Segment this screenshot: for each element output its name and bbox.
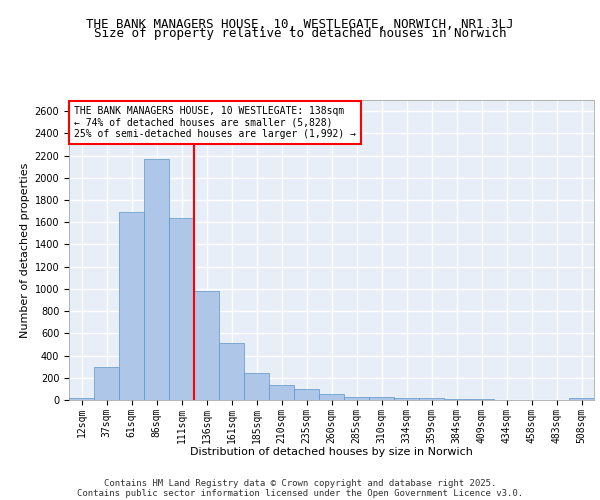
Bar (319, 394, 344, 400)
Bar (69, 398, 94, 400)
Bar (419, 398, 444, 400)
Bar (269, 385, 294, 400)
Text: Size of property relative to detached houses in Norwich: Size of property relative to detached ho… (94, 28, 506, 40)
Bar (394, 398, 419, 400)
Bar (294, 389, 319, 400)
Bar (219, 344, 244, 400)
X-axis label: Distribution of detached houses by size in Norwich: Distribution of detached houses by size … (190, 447, 473, 457)
Bar (344, 396, 369, 400)
Bar (244, 373, 269, 400)
Bar (569, 398, 594, 400)
Bar (194, 291, 219, 400)
Y-axis label: Number of detached properties: Number of detached properties (20, 162, 31, 338)
Bar (119, 212, 144, 400)
Text: Contains HM Land Registry data © Crown copyright and database right 2025.: Contains HM Land Registry data © Crown c… (104, 478, 496, 488)
Bar (169, 218, 194, 400)
Bar (94, 366, 119, 400)
Bar (144, 159, 169, 400)
Text: THE BANK MANAGERS HOUSE, 10, WESTLEGATE, NORWICH, NR1 3LJ: THE BANK MANAGERS HOUSE, 10, WESTLEGATE,… (86, 18, 514, 30)
Text: THE BANK MANAGERS HOUSE, 10 WESTLEGATE: 138sqm
← 74% of detached houses are smal: THE BANK MANAGERS HOUSE, 10 WESTLEGATE: … (74, 106, 356, 139)
Bar (444, 399, 469, 400)
Bar (369, 397, 394, 400)
Text: Contains public sector information licensed under the Open Government Licence v3: Contains public sector information licen… (77, 488, 523, 498)
